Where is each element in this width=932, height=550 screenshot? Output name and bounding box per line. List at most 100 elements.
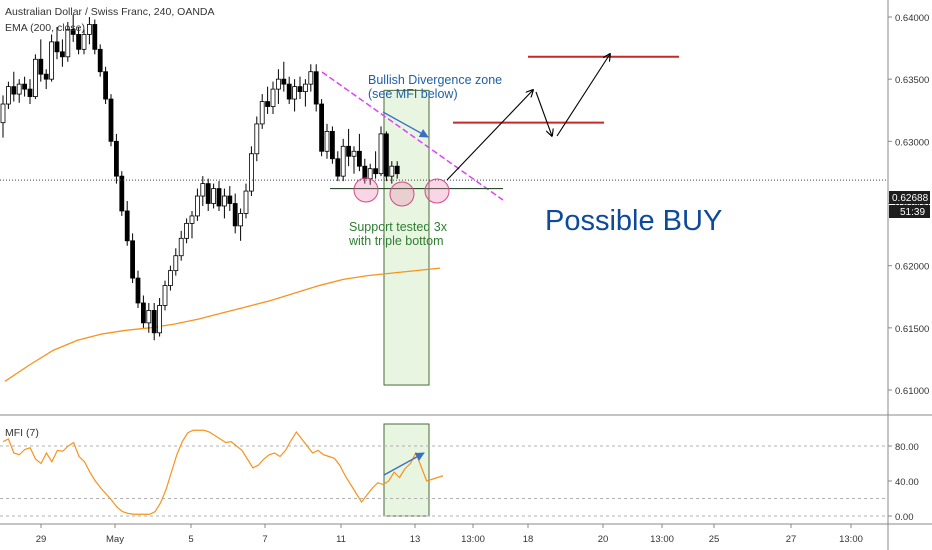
mfi-line xyxy=(2,429,444,515)
candle-up xyxy=(184,222,190,239)
time-tick-label: 11 xyxy=(336,534,346,545)
candle-up xyxy=(65,29,71,58)
candle-down xyxy=(11,86,17,95)
time-tick-label: 13:00 xyxy=(650,534,674,545)
candle-down xyxy=(232,203,238,227)
price-tick-label: 0.62000 xyxy=(895,262,929,273)
candle-down xyxy=(76,34,81,50)
candle-down xyxy=(108,98,114,142)
support-text-2: with triple bottom xyxy=(348,234,443,248)
divergence-text-2: (see MFI below) xyxy=(368,87,458,101)
candle-down xyxy=(335,158,341,177)
drawings-layer xyxy=(0,54,888,476)
candle-up xyxy=(351,150,357,157)
candle-up xyxy=(324,130,330,152)
candle-down xyxy=(27,88,33,97)
candle-up xyxy=(49,41,54,80)
projection-arrow-up-1 xyxy=(446,90,533,181)
candle-down xyxy=(22,83,28,90)
candle-down xyxy=(394,165,400,175)
candle-up xyxy=(173,255,179,272)
candle-up xyxy=(194,195,200,217)
countdown-value: 51:39 xyxy=(900,207,925,218)
price-tick-label: 0.61000 xyxy=(895,386,929,397)
candle-down xyxy=(140,302,146,324)
candle-up xyxy=(389,165,395,177)
annotation-zones xyxy=(383,89,430,517)
time-tick-label: 13:00 xyxy=(839,534,863,545)
candle-down xyxy=(119,175,125,212)
candle-up xyxy=(167,270,173,286)
candles-layer xyxy=(0,14,400,341)
candle-down xyxy=(205,183,211,204)
candle-down xyxy=(114,140,119,177)
ema-line xyxy=(4,267,441,382)
candle-up xyxy=(157,305,163,334)
candle-down xyxy=(43,73,49,80)
price-tag-box xyxy=(889,191,930,204)
candle-down xyxy=(124,210,130,242)
mfi-tick-label: 80.00 xyxy=(895,442,919,453)
mfi-layer xyxy=(2,429,444,515)
candle-down xyxy=(265,101,271,107)
price-tick-label: 0.64000 xyxy=(895,13,929,24)
candle-down xyxy=(297,86,303,92)
candle-down xyxy=(362,165,368,180)
candle-up xyxy=(254,123,260,155)
projection-arrow-up-2 xyxy=(556,54,610,137)
time-tick-label: 5 xyxy=(188,534,193,545)
candle-up xyxy=(308,71,314,85)
candle-down xyxy=(346,145,352,157)
candle-up xyxy=(0,103,6,124)
ema-legend: EMA (200, close) xyxy=(5,22,85,34)
triple-bottom-marker xyxy=(424,178,450,204)
candle-down xyxy=(92,24,98,50)
candle-down xyxy=(319,103,325,152)
time-tick-label: 13 xyxy=(410,534,421,545)
time-tick-label: May xyxy=(106,534,124,545)
ema-layer xyxy=(4,267,441,382)
mfi-tick-label: 40.00 xyxy=(895,477,919,488)
time-tick-label: 25 xyxy=(709,534,720,545)
candle-up xyxy=(87,24,92,35)
countdown-box xyxy=(889,205,930,218)
candle-down xyxy=(130,240,136,279)
candle-down xyxy=(383,133,389,177)
candle-up xyxy=(162,285,168,306)
candle-up xyxy=(275,78,281,90)
symbol-title: Australian Dollar / Swiss Franc, 240, OA… xyxy=(5,6,215,18)
candle-up xyxy=(221,195,227,207)
candle-down xyxy=(103,71,108,100)
price-tick-label: 0.61500 xyxy=(895,324,929,335)
candle-up xyxy=(259,101,265,125)
candle-up xyxy=(378,133,384,175)
candle-up xyxy=(200,183,206,197)
candle-up xyxy=(340,145,346,177)
candle-down xyxy=(97,48,103,73)
candle-up xyxy=(16,83,22,95)
time-tick-label: 7 xyxy=(262,534,267,545)
possible-buy-text: Possible BUY xyxy=(545,205,722,237)
candle-down xyxy=(373,168,379,175)
divergence-text-1: Bullish Divergence zone xyxy=(368,73,502,87)
time-tick-label: 18 xyxy=(523,534,534,545)
candle-down xyxy=(54,41,60,53)
divergence-arrow-price xyxy=(382,111,429,138)
candle-up xyxy=(270,88,276,107)
candle-up xyxy=(189,215,195,224)
candle-up xyxy=(292,86,298,100)
triple-bottom-marker xyxy=(389,181,415,207)
candle-down xyxy=(151,310,157,334)
candle-up xyxy=(243,190,249,214)
price-tick-label: 0.63500 xyxy=(895,75,929,86)
candle-down xyxy=(313,71,319,105)
candle-up xyxy=(238,213,244,227)
time-tick-label: 20 xyxy=(598,534,609,545)
time-tick-label: 29 xyxy=(36,534,47,545)
candle-up xyxy=(302,83,308,92)
candle-up xyxy=(6,86,11,105)
price-tick-label: 0.63000 xyxy=(895,137,929,148)
candle-up xyxy=(178,237,184,257)
